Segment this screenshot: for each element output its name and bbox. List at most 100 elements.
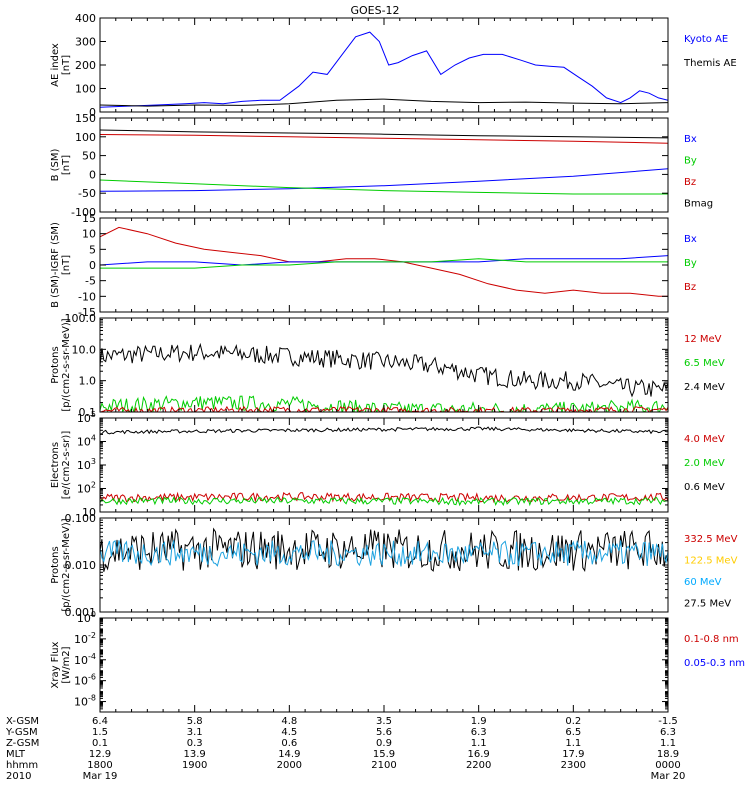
y-tick-label: 10-8 [74,694,96,709]
ephem-value: 1.1 [565,738,581,749]
y-tick-label: 50 [82,150,96,163]
ephem-value: 2300 [561,760,586,771]
ephem-name: 2010 [6,771,31,782]
y-tick-label: 10.0 [72,343,97,356]
ephem-value: 0.3 [187,738,203,749]
series-line-2 [100,258,668,269]
y-tick-label: -10 [78,290,96,303]
panel-ae: 0 100 200 300 400 AE index[nT] Kyoto AE Themis … [50,12,737,119]
legend-bmag: Bmag [684,199,713,210]
series-line-0 [100,527,668,573]
ephem-value: 3.1 [187,727,203,738]
y-tick-label: 150 [75,112,96,125]
legend-12-mev: 12 MeV [684,334,722,345]
legend-4-0-mev: 4.0 MeV [684,434,725,445]
series-line-1 [100,255,668,266]
ephem-value: 15.9 [373,749,395,760]
legend-by: By [684,258,697,269]
ephem-value: -1.5 [658,716,678,727]
ephem-value: 2100 [371,760,396,771]
y-tick-label: 15 [82,212,96,225]
y-axis-label: Protons[p/(cm2-s-sr-MeV)] [50,518,72,611]
panel-frame [99,17,669,113]
ephem-value: 18.9 [657,749,679,760]
legend-27-5-mev: 27.5 MeV [684,599,731,610]
ephem-value: 0.6 [281,738,297,749]
series-group [100,426,668,507]
y-tick-label: 105 [77,410,96,425]
ephem-value: 12.9 [89,749,111,760]
series-line-1 [100,395,668,412]
legend-2-0-mev: 2.0 MeV [684,458,725,469]
y-axis-label: B (SM)-IGRF (SM)[nT] [50,222,72,308]
y-tick-label: 400 [75,12,96,25]
ephem-value: 3.5 [376,716,392,727]
ephem-value: 2000 [277,760,302,771]
ephem-value: 0.2 [565,716,581,727]
legend-332-5-mev: 332.5 MeV [684,534,738,545]
y-tick-label: 10-2 [74,631,96,646]
ephem-value: 13.9 [184,749,206,760]
series-line-1 [100,491,668,504]
series-line-2 [100,168,668,192]
y-tick-label: 104 [77,434,96,449]
legend-6-5-mev: 6.5 MeV [684,358,725,369]
y-tick-label: 10 [82,506,96,519]
ephem-value: 4.5 [281,727,297,738]
legend-0-1-0-8-nm: 0.1-0.8 nm [684,634,739,645]
ephem-value: 2200 [466,760,491,771]
y-tick-label: -15 [78,306,96,319]
series-group [100,31,668,108]
y-tick-label: -100 [71,206,96,219]
series-line-0 [100,226,668,297]
legend-bz: Bz [684,282,696,293]
y-tick-label: 0 [89,106,96,119]
y-tick-label: 10-4 [74,652,96,667]
panel-bdiff: -15 -10 -5 0 5 10 15 B (SM)-IGRF (SM)[nT] Bx By Bz [50,212,697,319]
y-tick-label: 100 [77,610,96,625]
y-axis-label: Electrons[e/(cm2-s-sr)] [50,431,72,500]
y-tick-label: 0.010 [65,559,97,572]
legend-bz: Bz [684,177,696,188]
y-tick-label: 102 [77,481,96,496]
legend-by: By [684,156,697,167]
series-line-0 [100,129,668,139]
ephem-name: MLT [6,749,26,760]
y-tick-label: 100 [75,131,96,144]
ephem-value: 14.9 [278,749,300,760]
ephem-value: Mar 19 [83,771,118,782]
y-tick-label: -5 [85,275,96,288]
legend-60-mev: 60 MeV [684,577,722,588]
panel-b: -100 -50 0 50 100 150 B (SM)[nT] Bx By Bz Bmag [50,112,713,219]
y-tick-label: 100 [75,83,96,96]
panel-protons_lo: 0.001 0.010 0.100Protons[p/(cm2-s-sr-MeV)]… [50,512,738,619]
series-group [100,527,668,573]
ephem-value: 1.5 [92,727,108,738]
legend-bx: Bx [684,134,697,145]
panel-frame [99,617,669,713]
y-tick-label: 0 [89,168,96,181]
ephem-value: 6.3 [660,727,676,738]
y-axis-label: AE index[nT] [50,43,72,87]
y-axis-label: Protons[p/(cm2-s-sr-MeV)] [50,318,72,411]
ephem-value: 0000 [655,760,680,771]
ephem-value: 16.9 [468,749,490,760]
y-tick-label: 10-6 [74,673,96,688]
ephem-value: 4.8 [281,716,297,727]
series-line-0 [100,426,668,435]
ephemeris-table: X-GSM 6.4 5.8 4.8 3.5 1.9 0.2 -1.5 Y-GSM 1.5 3.1 4.… [5,716,685,782]
ephem-name: hhmm [6,760,38,771]
legend-122-5-mev: 122.5 MeV [684,556,738,567]
y-tick-label: 0.001 [65,606,97,619]
y-axis-label: Xray Flux[W/m2] [50,641,72,688]
ephem-value: 17.9 [562,749,584,760]
series-line-1 [100,134,668,144]
panel-protons_hi: 0.1 1.0 10.0 100.0Protons[p/(cm2-s-sr-MeV)]… [50,312,725,419]
ephem-value: 6.3 [471,727,487,738]
ephem-value: Mar 20 [651,771,686,782]
y-tick-label: 200 [75,59,96,72]
ephem-value: 1.1 [660,738,676,749]
legend-2-4-mev: 2.4 MeV [684,382,725,393]
